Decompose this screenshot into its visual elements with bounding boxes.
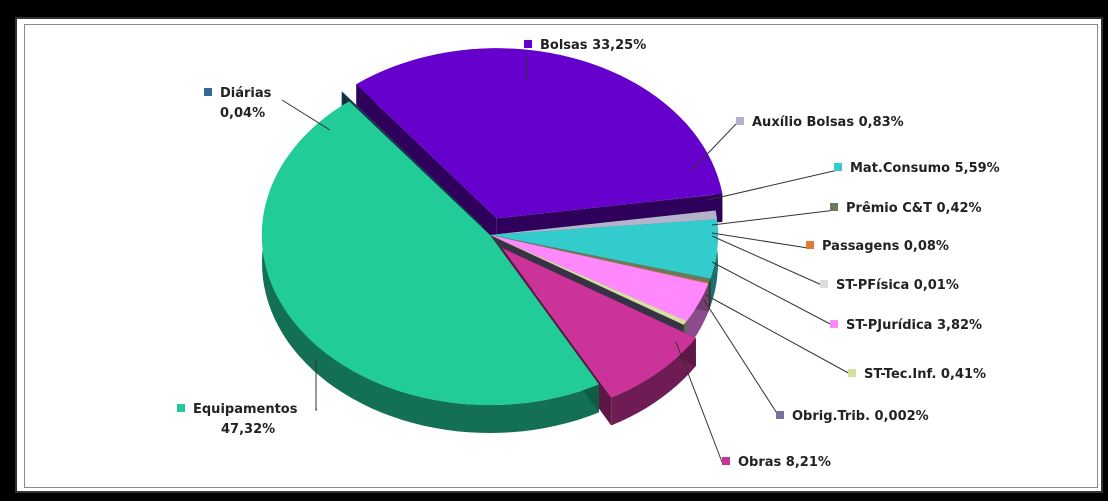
leader-line bbox=[711, 261, 835, 327]
slice-st-tec-inf- bbox=[490, 235, 687, 325]
data-label: 0,04% bbox=[220, 106, 265, 121]
legend-marker bbox=[830, 320, 838, 328]
slice-side-obras bbox=[611, 338, 696, 426]
data-label: Mat.Consumo 5,59% bbox=[850, 161, 1000, 176]
slice-pr-mio-c-t bbox=[490, 235, 711, 283]
data-label: Diárias bbox=[220, 86, 272, 101]
slice-mat-consumo bbox=[490, 219, 718, 279]
slice-obrig-trib- bbox=[490, 235, 684, 325]
leader-line bbox=[705, 294, 853, 376]
legend-marker bbox=[834, 163, 842, 171]
leader-line bbox=[675, 341, 723, 463]
slice-side-mat-consumo bbox=[710, 219, 718, 307]
slice-st-pjur-dica bbox=[490, 235, 709, 322]
leader-line bbox=[281, 99, 331, 131]
leader-line bbox=[711, 235, 825, 287]
leader-line bbox=[315, 360, 318, 412]
leader-line bbox=[711, 232, 809, 249]
leader-line bbox=[703, 299, 781, 419]
legend-marker bbox=[848, 369, 856, 377]
legend-marker bbox=[736, 117, 744, 125]
leader-line bbox=[707, 169, 839, 201]
slice-aux-lio-bolsas bbox=[490, 210, 717, 235]
data-label: ST-PJurídica 3,82% bbox=[846, 318, 982, 333]
slice-equipamentos bbox=[261, 101, 599, 406]
data-label: Obrig.Trib. 0,002% bbox=[792, 409, 929, 424]
data-label: Passagens 0,08% bbox=[822, 239, 949, 254]
data-label: ST-PFísica 0,01% bbox=[836, 278, 959, 293]
data-label: Bolsas 33,25% bbox=[540, 38, 646, 53]
plot-border bbox=[24, 24, 1098, 488]
leader-line bbox=[711, 209, 837, 226]
legend-marker bbox=[524, 40, 532, 48]
slice-bolsas bbox=[356, 48, 723, 219]
legend-marker bbox=[204, 88, 212, 96]
data-label: ST-Tec.Inf. 0,41% bbox=[864, 367, 986, 382]
leader-lines bbox=[281, 55, 853, 463]
legend-marker bbox=[722, 457, 730, 465]
slice-di-rias bbox=[341, 91, 483, 226]
data-label: Equipamentos bbox=[193, 402, 298, 417]
leader-line bbox=[691, 123, 737, 171]
legend-marker bbox=[830, 203, 838, 211]
slice-obras bbox=[502, 248, 696, 398]
legend-marker bbox=[177, 404, 185, 412]
data-label: Obras 8,21% bbox=[738, 455, 831, 470]
legend-marker bbox=[806, 241, 814, 249]
legend-marker bbox=[776, 411, 784, 419]
pie-slices bbox=[261, 48, 723, 406]
slice-passagens bbox=[490, 235, 709, 284]
data-label: Prêmio C&T 0,42% bbox=[846, 201, 982, 216]
slice-side-equipamentos bbox=[262, 101, 599, 434]
slice-st-pf-sica bbox=[490, 235, 709, 284]
data-label: Auxílio Bolsas 0,83% bbox=[752, 115, 904, 130]
data-labels: Bolsas 33,25% Auxílio Bolsas 0,83% Mat.Con… bbox=[177, 38, 1000, 470]
legend-marker bbox=[820, 280, 828, 288]
data-label: 47,32% bbox=[221, 422, 275, 437]
leader-line bbox=[525, 55, 528, 81]
